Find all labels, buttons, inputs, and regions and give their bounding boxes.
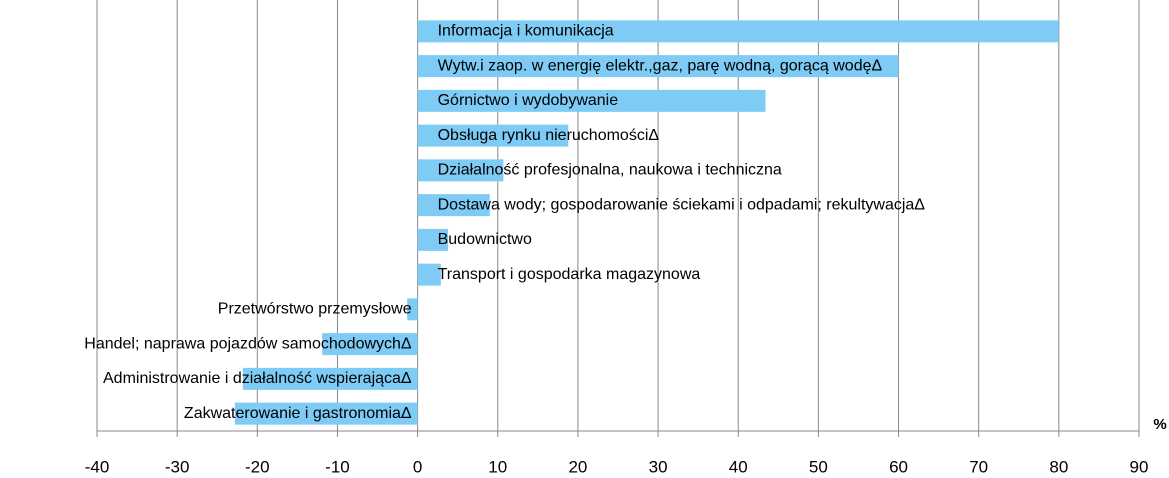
- x-tick-label: 80: [1049, 457, 1068, 476]
- bar: [417, 20, 1059, 43]
- category-label: Wytw.i zaop. w energię elektr.,gaz, parę…: [438, 57, 883, 74]
- x-tick-label: 10: [488, 457, 507, 476]
- bar: [417, 55, 899, 78]
- bar: [417, 194, 490, 217]
- bar: [322, 333, 418, 356]
- category-label: Zakwaterowanie i gastronomiaΔ: [184, 405, 412, 422]
- category-label: Administrowanie i działalność wspierając…: [103, 370, 412, 387]
- category-label: Górnictwo i wydobywanie: [438, 92, 619, 109]
- x-tick-label: -10: [325, 457, 350, 476]
- bar: [417, 159, 504, 182]
- x-tick-label: 30: [649, 457, 668, 476]
- bar: [234, 402, 418, 425]
- bar: [417, 228, 449, 251]
- x-tick-label: -30: [165, 457, 190, 476]
- x-tick-label: 0: [413, 457, 422, 476]
- bar: [407, 298, 418, 321]
- category-label: Transport i gospodarka magazynowa: [438, 266, 701, 283]
- x-tick-label: 90: [1130, 457, 1149, 476]
- bar: [242, 367, 418, 390]
- category-label: Działalność profesjonalna, naukowa i tec…: [438, 162, 782, 179]
- bar: [417, 89, 766, 112]
- category-label: Obsługa rynku nieruchomościΔ: [438, 127, 660, 144]
- x-tick-label: 60: [889, 457, 908, 476]
- x-tick-label: 40: [729, 457, 748, 476]
- bar: [417, 124, 569, 147]
- x-axis-label: %: [1153, 416, 1166, 433]
- x-tick-label: 50: [809, 457, 828, 476]
- category-label: Dostawa wody; gospodarowanie ściekami i …: [438, 196, 926, 213]
- x-tick-label: -40: [85, 457, 110, 476]
- x-tick-label: 20: [568, 457, 587, 476]
- x-tick-label: 70: [969, 457, 988, 476]
- category-label: Przetwórstwo przemysłowe: [218, 301, 412, 318]
- bar: [417, 263, 441, 286]
- category-label: Budownictwo: [438, 231, 532, 248]
- category-label: Handel; naprawa pojazdów samochodowychΔ: [84, 335, 412, 352]
- x-tick-label: -20: [245, 457, 270, 476]
- category-label: Informacja i komunikacja: [438, 23, 614, 40]
